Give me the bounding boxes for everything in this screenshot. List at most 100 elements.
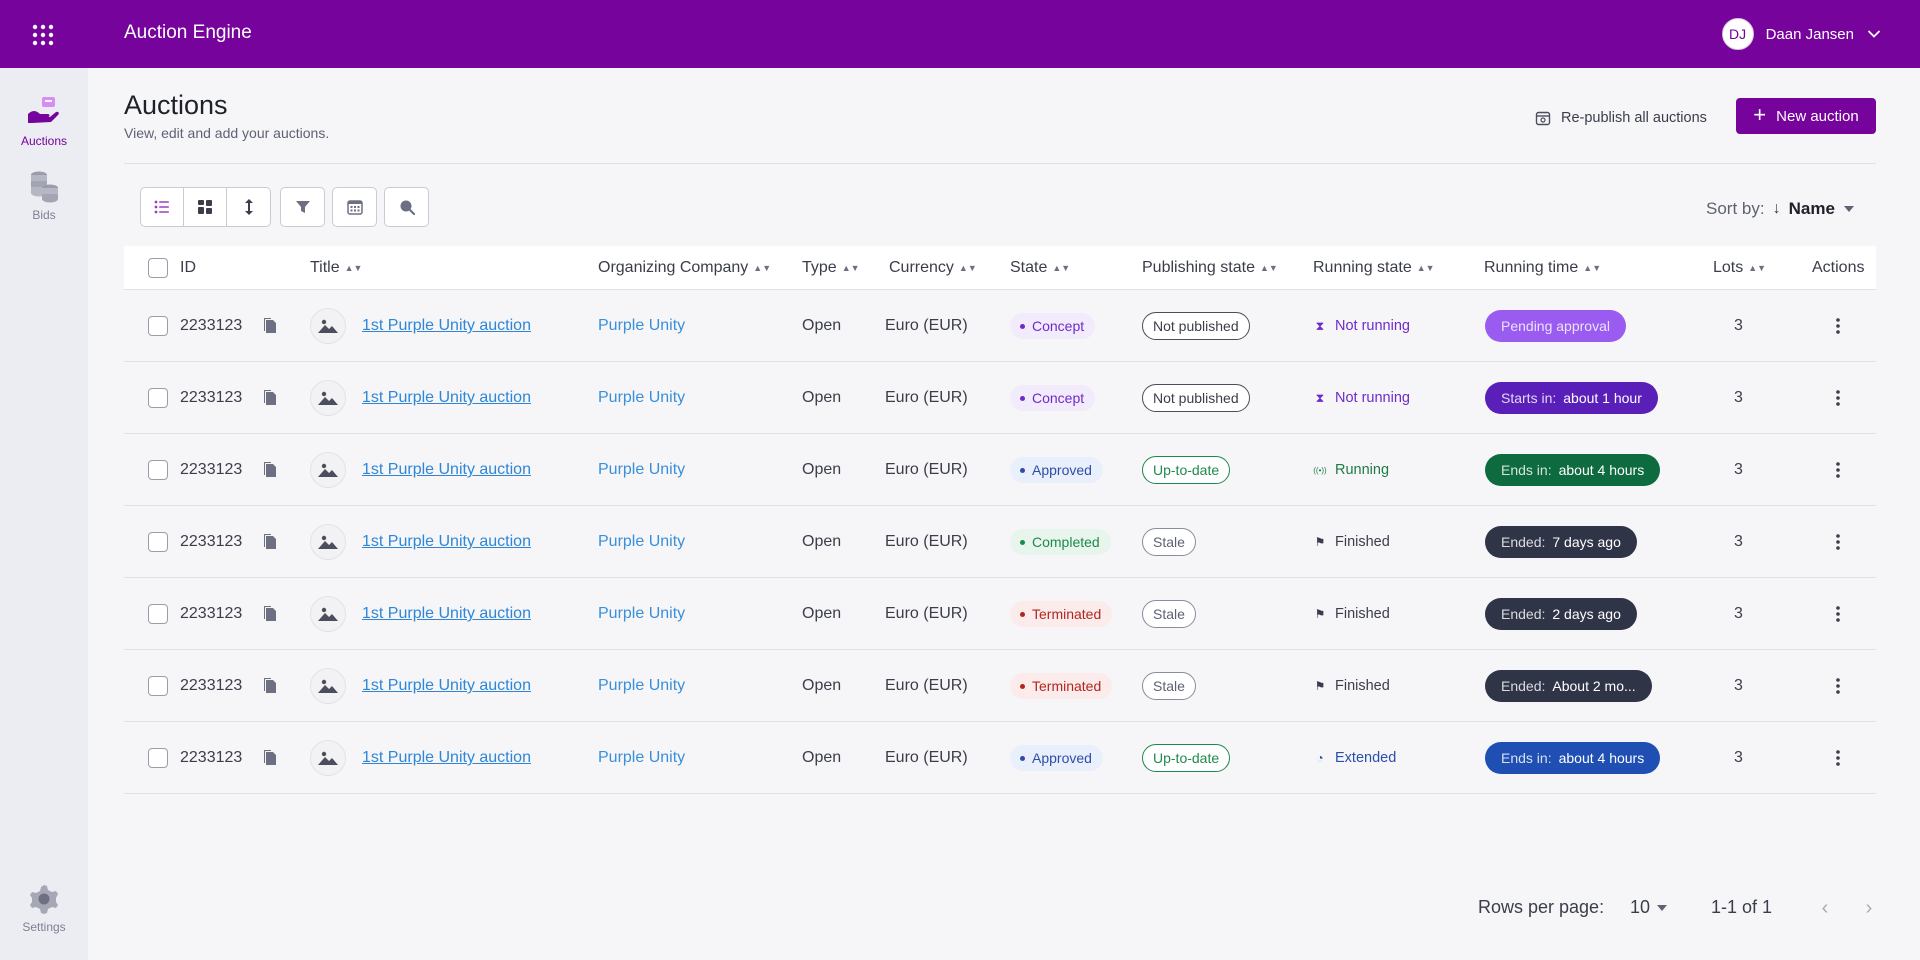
row-checkbox[interactable] [148, 722, 168, 794]
more-vertical-icon [1836, 678, 1840, 694]
sort-icon: ▲▼ [1583, 263, 1602, 273]
sidebar-item-bids[interactable]: Bids [0, 170, 88, 222]
new-auction-label: New auction [1776, 107, 1859, 125]
running-state: ◔ Extended [1313, 722, 1396, 794]
auction-title-link[interactable]: 1st Purple Unity auction [362, 317, 531, 334]
lots-count: 3 [1734, 389, 1743, 406]
list-view-button[interactable] [141, 188, 184, 226]
auction-title-link[interactable]: 1st Purple Unity auction [362, 389, 531, 406]
company-link[interactable]: Purple Unity [598, 749, 686, 766]
next-page-icon[interactable]: › [1865, 896, 1873, 919]
lots-count: 3 [1734, 461, 1743, 478]
row-actions-button[interactable] [1828, 290, 1848, 362]
auction-title-link[interactable]: 1st Purple Unity auction [362, 533, 531, 550]
column-running-time[interactable]: Running time ▲▼ [1484, 259, 1602, 276]
column-state[interactable]: State ▲▼ [1010, 259, 1071, 276]
auction-type: Open [802, 461, 842, 478]
auction-currency: Euro (EUR) [885, 749, 968, 766]
density-button[interactable] [227, 188, 270, 226]
republish-button[interactable]: Re-publish all auctions [1535, 106, 1707, 130]
app-grid-icon[interactable] [30, 22, 56, 48]
row-checkbox[interactable] [148, 290, 168, 362]
auction-id: 2233123 [180, 677, 243, 694]
rows-per-page-select[interactable]: 10 [1630, 897, 1668, 918]
running-state-icon: ⚑ [1314, 535, 1326, 549]
grid-view-button[interactable] [184, 188, 227, 226]
row-actions-button[interactable] [1828, 362, 1848, 434]
lots-count: 3 [1734, 677, 1743, 694]
copy-id-button[interactable] [262, 578, 278, 650]
sort-select[interactable]: Name [1789, 199, 1855, 219]
copy-id-button[interactable] [262, 290, 278, 362]
image-icon [318, 535, 338, 549]
row-checkbox[interactable] [148, 434, 168, 506]
prev-page-icon[interactable]: ‹ [1821, 896, 1829, 919]
running-state-icon: ((•)) [1313, 465, 1327, 475]
column-title[interactable]: Title ▲▼ [310, 259, 363, 276]
copy-id-button[interactable] [262, 434, 278, 506]
search-button[interactable] [385, 188, 428, 226]
row-checkbox[interactable] [148, 362, 168, 434]
table-row: 2233123 1st Purple Unity auction Purple … [124, 650, 1876, 722]
row-actions-button[interactable] [1828, 434, 1848, 506]
running-time-badge: Ended: 7 days ago [1485, 506, 1637, 578]
column-currency[interactable]: Currency ▲▼ [889, 259, 977, 276]
select-all-checkbox[interactable] [148, 258, 168, 278]
auction-currency: Euro (EUR) [885, 461, 968, 478]
auction-currency: Euro (EUR) [885, 389, 968, 406]
row-checkbox[interactable] [148, 650, 168, 722]
auction-type: Open [802, 389, 842, 406]
company-link[interactable]: Purple Unity [598, 461, 686, 478]
copy-id-button[interactable] [262, 506, 278, 578]
company-link[interactable]: Purple Unity [598, 533, 686, 550]
gear-icon [30, 885, 58, 914]
company-link[interactable]: Purple Unity [598, 389, 686, 406]
lots-count: 3 [1734, 749, 1743, 766]
user-menu[interactable]: DJ Daan Jansen [1721, 18, 1882, 50]
auction-currency: Euro (EUR) [885, 317, 968, 334]
auction-thumbnail [310, 362, 346, 434]
calendar-button[interactable] [333, 188, 376, 226]
copy-icon [264, 606, 276, 621]
copy-id-button[interactable] [262, 722, 278, 794]
sidebar: Auctions Bids Settings [0, 68, 88, 960]
column-publishing-state[interactable]: Publishing state ▲▼ [1142, 259, 1278, 276]
auction-title-link[interactable]: 1st Purple Unity auction [362, 605, 531, 622]
row-actions-button[interactable] [1828, 722, 1848, 794]
sort-direction-icon[interactable]: ↓ [1772, 200, 1781, 217]
rows-per-page-value: 10 [1630, 897, 1651, 917]
column-type[interactable]: Type ▲▼ [802, 259, 860, 276]
column-lots[interactable]: Lots ▲▼ [1713, 259, 1767, 276]
company-link[interactable]: Purple Unity [598, 605, 686, 622]
auction-title-link[interactable]: 1st Purple Unity auction [362, 677, 531, 694]
table-row: 2233123 1st Purple Unity auction Purple … [124, 578, 1876, 650]
copy-id-button[interactable] [262, 362, 278, 434]
sidebar-item-settings[interactable]: Settings [0, 882, 88, 934]
auction-title-link[interactable]: 1st Purple Unity auction [362, 749, 531, 766]
company-link[interactable]: Purple Unity [598, 677, 686, 694]
publishing-badge: Not published [1142, 290, 1250, 362]
row-checkbox[interactable] [148, 506, 168, 578]
row-actions-button[interactable] [1828, 506, 1848, 578]
row-checkbox[interactable] [148, 578, 168, 650]
sidebar-item-auctions[interactable]: Auctions [0, 96, 88, 148]
sidebar-item-label: Settings [22, 920, 66, 934]
copy-icon [264, 750, 276, 765]
divider [124, 163, 1876, 164]
state-badge: Terminated [1010, 650, 1113, 722]
column-running-state[interactable]: Running state ▲▼ [1313, 259, 1435, 276]
auction-title-link[interactable]: 1st Purple Unity auction [362, 461, 531, 478]
column-company[interactable]: Organizing Company ▲▼ [598, 259, 772, 276]
new-auction-button[interactable]: + New auction [1736, 98, 1876, 134]
state-badge: Concept [1010, 362, 1096, 434]
row-actions-button[interactable] [1828, 650, 1848, 722]
more-vertical-icon [1836, 318, 1840, 334]
running-time-badge: Ends in: about 4 hours [1485, 722, 1661, 794]
sort-icon: ▲▼ [753, 263, 772, 273]
filter-button[interactable] [281, 188, 324, 226]
sort-icon: ▲▼ [958, 263, 977, 273]
row-actions-button[interactable] [1828, 578, 1848, 650]
copy-id-button[interactable] [262, 650, 278, 722]
table-row: 2233123 1st Purple Unity auction Purple … [124, 506, 1876, 578]
company-link[interactable]: Purple Unity [598, 317, 686, 334]
